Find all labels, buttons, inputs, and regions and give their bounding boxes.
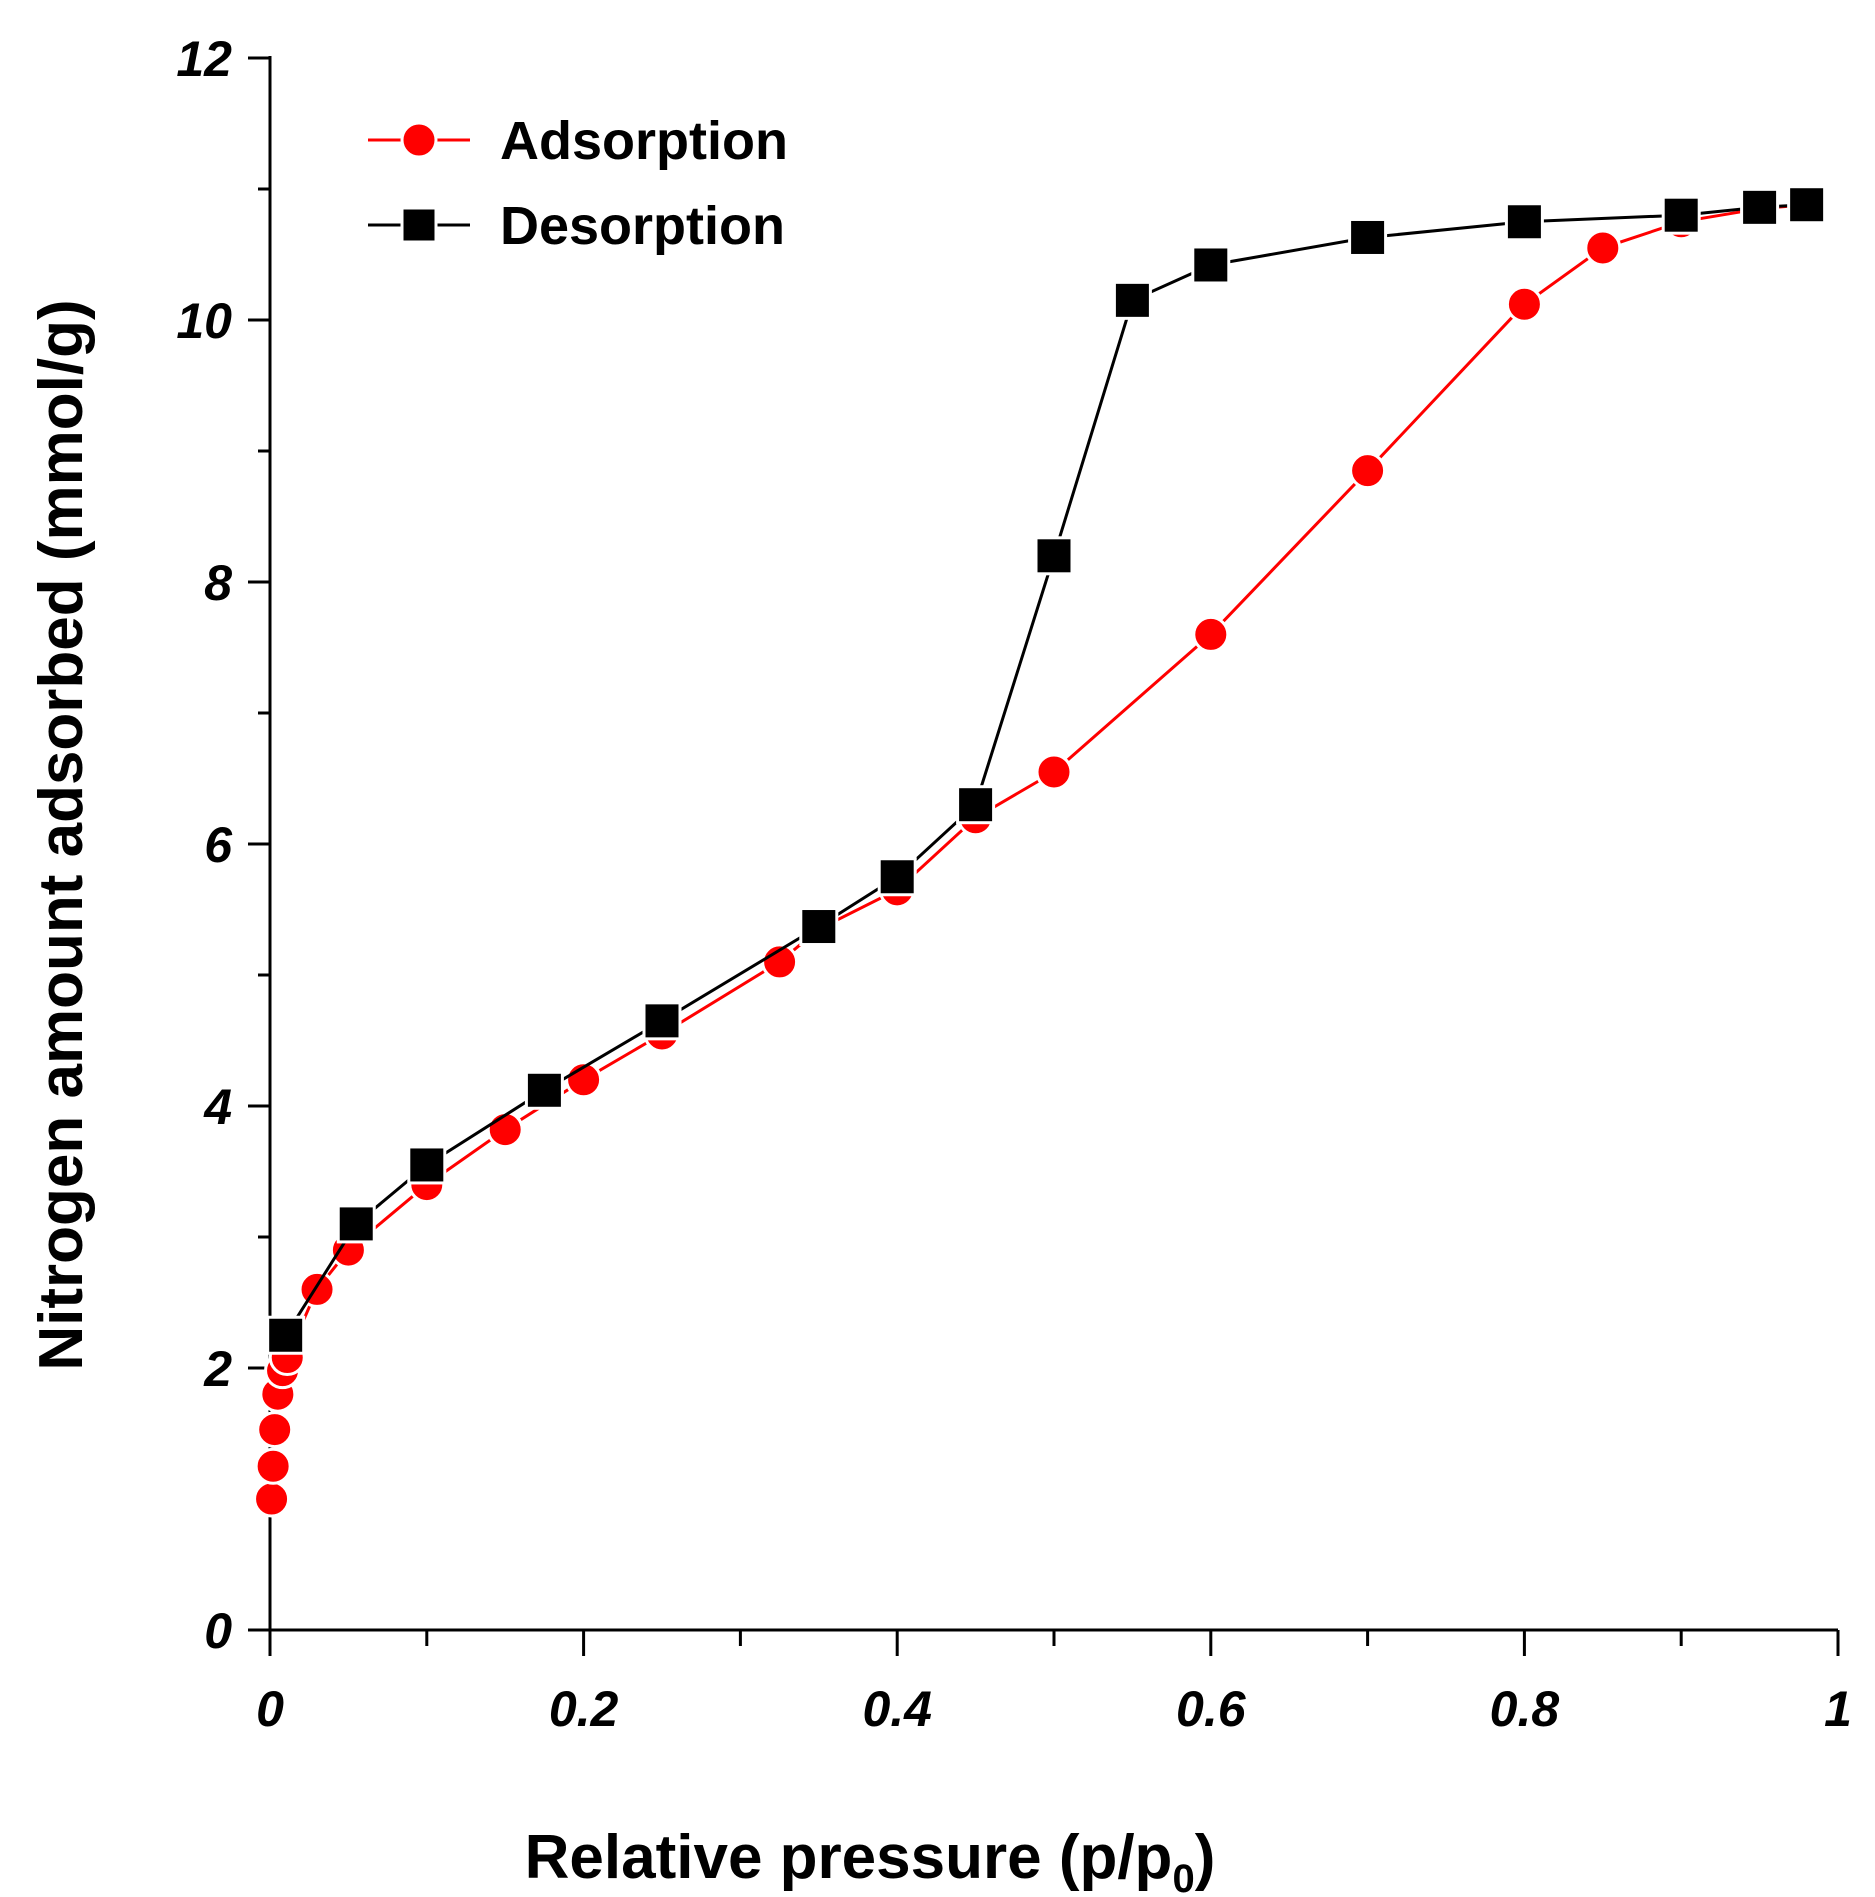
legend-item-adsorption: Adsorption — [368, 111, 788, 171]
data-point-adsorption — [253, 1480, 291, 1518]
data-point-desorption — [1661, 195, 1701, 235]
y-tick-label: 12 — [176, 31, 232, 87]
data-point-desorption — [1787, 185, 1827, 225]
data-point-desorption — [336, 1204, 376, 1244]
data-point-desorption — [1504, 202, 1544, 242]
data-point-adsorption — [1584, 229, 1622, 267]
data-point-desorption — [407, 1145, 447, 1185]
data-point-adsorption — [1505, 285, 1543, 323]
x-axis-title-subscript: 0 — [1172, 1857, 1194, 1897]
x-axis-title: Relative pressure (p/p0) — [525, 1823, 1216, 1897]
x-tick-label: 0.4 — [862, 1681, 932, 1737]
y-tick-label: 10 — [176, 293, 232, 349]
y-tick-label: 8 — [204, 555, 232, 611]
data-point-desorption — [1740, 187, 1780, 227]
x-axis-title-close: ) — [1195, 1823, 1216, 1892]
data-point-adsorption — [1035, 753, 1073, 791]
y-axis-title: Nitrogen amount adsorbed (mmol/g) — [27, 299, 96, 1370]
legend-label-desorption: Desorption — [500, 196, 785, 256]
data-point-desorption — [877, 857, 917, 897]
data-point-adsorption — [254, 1447, 292, 1485]
legend: Adsorption Desorption — [368, 111, 788, 256]
data-point-desorption — [799, 907, 839, 947]
data-point-desorption — [266, 1315, 306, 1355]
y-tick-label: 2 — [203, 1341, 232, 1397]
series-adsorption — [253, 186, 1826, 1518]
ticks: 0 2 4 6 8 10 12 0 0.2 0.4 0.6 0.8 1 — [176, 31, 1852, 1737]
x-axis-title-main: Relative pressure (p/p — [525, 1823, 1173, 1892]
legend-marker-adsorption — [400, 121, 438, 159]
data-point-adsorption — [298, 1270, 336, 1308]
data-point-adsorption — [1349, 452, 1387, 490]
series-line-desorption — [284, 203, 1807, 1337]
data-point-adsorption — [256, 1411, 294, 1449]
legend-marker-desorption — [400, 206, 438, 244]
legend-item-desorption: Desorption — [368, 196, 785, 256]
y-tick-label: 0 — [204, 1603, 232, 1659]
axes — [268, 56, 1838, 1632]
data-point-adsorption — [486, 1111, 524, 1149]
data-point-desorption — [956, 785, 996, 825]
data-point-desorption — [1034, 536, 1074, 576]
data-point-desorption — [1112, 280, 1152, 320]
x-tick-label: 0.2 — [549, 1681, 619, 1737]
series-line-adsorption — [270, 203, 1807, 1500]
series-layer — [253, 185, 1827, 1518]
x-tick-label: 1 — [1824, 1681, 1852, 1737]
y-tick-label: 4 — [203, 1079, 232, 1135]
legend-label-adsorption: Adsorption — [500, 111, 788, 171]
x-tick-label: 0.6 — [1176, 1681, 1247, 1737]
data-point-desorption — [642, 1001, 682, 1041]
data-point-desorption — [1191, 245, 1231, 285]
y-tick-label: 6 — [204, 817, 233, 873]
data-point-adsorption — [1192, 615, 1230, 653]
data-point-desorption — [524, 1070, 564, 1110]
x-tick-label: 0 — [256, 1681, 284, 1737]
x-tick-label: 0.8 — [1490, 1681, 1560, 1737]
series-desorption — [266, 185, 1827, 1355]
data-point-desorption — [1348, 217, 1388, 257]
